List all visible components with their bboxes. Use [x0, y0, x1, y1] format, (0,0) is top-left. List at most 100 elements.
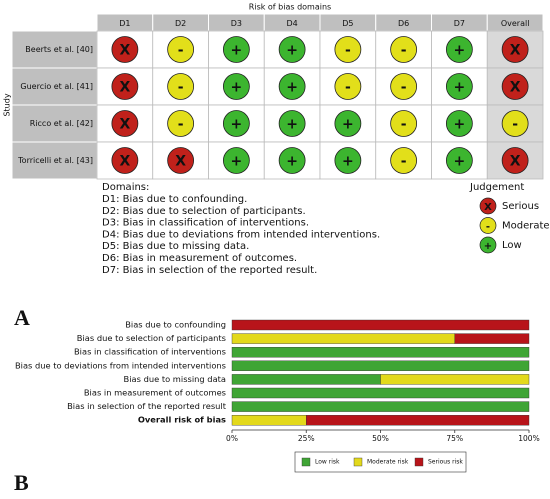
judgement-circle: [167, 36, 195, 63]
column-label: D1: [119, 19, 130, 28]
domain-line: D7: Bias in selection of the reported re…: [102, 265, 317, 276]
judgement-symbol: -: [345, 43, 351, 59]
column-label: D7: [454, 19, 465, 28]
judgement-symbol: +: [342, 154, 354, 170]
judgement-symbol: -: [401, 80, 407, 96]
judgement-circle: [390, 73, 418, 100]
study-cell: [11, 141, 98, 180]
judgement-symbol: +: [231, 43, 243, 59]
study-label: Guercio et al. [41]: [20, 82, 93, 91]
category-label: Overall risk of bias: [138, 415, 226, 425]
judgement-circle: [501, 110, 529, 137]
judgement-symbol: +: [454, 117, 466, 133]
bar-segment: [380, 374, 530, 385]
legend-circle: [479, 236, 497, 254]
domain-line: D5: Bias due to missing data.: [102, 241, 249, 252]
domain-line: D1: Bias due to confounding.: [102, 194, 247, 205]
judgement-circle: [334, 73, 362, 100]
judgement-symbol: +: [231, 80, 243, 96]
study-cell: [11, 67, 98, 106]
category-label: Bias due to confounding: [125, 320, 226, 330]
domain-line: D2: Bias due to selection of participant…: [102, 206, 306, 217]
judgement-circle: [278, 110, 306, 137]
judgement-circle: [278, 73, 306, 100]
category-label: Bias due to missing data: [124, 374, 226, 384]
judgement-circle: [390, 110, 418, 137]
panel-label: B: [14, 470, 29, 495]
domain-line: D4: Bias due to deviations from intended…: [102, 229, 380, 240]
judgement-circle: [445, 110, 473, 137]
judgement-circle: [167, 147, 195, 174]
x-tick-label: 25%: [298, 434, 315, 443]
judgement-symbol: X: [510, 43, 521, 59]
judgement-symbol: +: [342, 117, 354, 133]
x-tick-label: 50%: [372, 434, 389, 443]
legend-label: Serious: [502, 201, 539, 212]
judgement-circle: [111, 110, 139, 137]
category-label: Bias in classification of interventions: [74, 347, 226, 357]
judgement-circle: [222, 73, 250, 100]
study-label: Torricelli et al. [43]: [17, 156, 93, 165]
bar-segment: [231, 415, 307, 426]
legend-symbol: X: [484, 202, 492, 213]
x-tick-label: 0%: [226, 434, 238, 443]
legend-swatch: [414, 457, 424, 467]
judgement-circle: [501, 147, 529, 174]
judgement-symbol: -: [178, 80, 184, 96]
panel-label: A: [14, 305, 30, 330]
legend-circle: [479, 197, 497, 215]
judgement-circle: [222, 110, 250, 137]
judgement-symbol: +: [286, 80, 298, 96]
judgement-circle: [445, 73, 473, 100]
judgement-symbol: -: [345, 80, 351, 96]
traffic-title: Risk of bias domains: [249, 3, 331, 12]
judgement-circle: [167, 73, 195, 100]
judgement-circle: [390, 147, 418, 174]
judgement-circle: [334, 36, 362, 63]
legend-label: Moderate: [502, 221, 550, 232]
legend-box: [294, 451, 467, 473]
judgement-symbol: +: [231, 117, 243, 133]
judgement-circle: [222, 36, 250, 63]
x-tick-label: 100%: [518, 434, 539, 443]
judgement-symbol: -: [401, 117, 407, 133]
judgement-circle: [445, 36, 473, 63]
domain-line: D3: Bias in classification of interventi…: [102, 218, 309, 229]
judgement-symbol: -: [512, 117, 518, 133]
legend-swatch: [353, 457, 363, 467]
legend-symbol: +: [484, 241, 492, 252]
y-axis-label: Study: [3, 93, 12, 116]
legend-title: Judgement: [469, 182, 524, 193]
judgement-symbol: X: [510, 80, 521, 96]
legend-symbol: -: [486, 222, 490, 233]
bar-segment: [306, 415, 530, 426]
category-label: Bias due to selection of participants: [77, 333, 226, 343]
bar-segment: [231, 347, 530, 358]
domain-line: D6: Bias in measurement of outcomes.: [102, 253, 297, 264]
bar-segment: [454, 333, 530, 344]
column-label: D6: [398, 19, 409, 28]
column-label: Overall: [501, 19, 530, 28]
column-label: D5: [342, 19, 353, 28]
legend-circle: [479, 217, 497, 234]
judgement-symbol: X: [510, 154, 521, 170]
judgement-symbol: +: [286, 117, 298, 133]
judgement-symbol: +: [454, 43, 466, 59]
category-label: Bias in selection of the reported result: [67, 401, 227, 411]
judgement-symbol: +: [286, 154, 298, 170]
judgement-circle: [501, 73, 529, 100]
judgement-symbol: X: [119, 117, 130, 133]
judgement-circle: [390, 36, 418, 63]
judgement-circle: [111, 73, 139, 100]
bar-segment: [231, 333, 455, 344]
judgement-symbol: +: [454, 154, 466, 170]
judgement-symbol: +: [286, 43, 298, 59]
judgement-circle: [501, 36, 529, 63]
judgement-symbol: +: [231, 154, 243, 170]
judgement-circle: [278, 36, 306, 63]
judgement-circle: [222, 147, 250, 174]
judgement-symbol: X: [119, 43, 130, 59]
category-label: Bias due to deviations from intended int…: [15, 360, 226, 370]
bar-segment: [231, 374, 381, 385]
